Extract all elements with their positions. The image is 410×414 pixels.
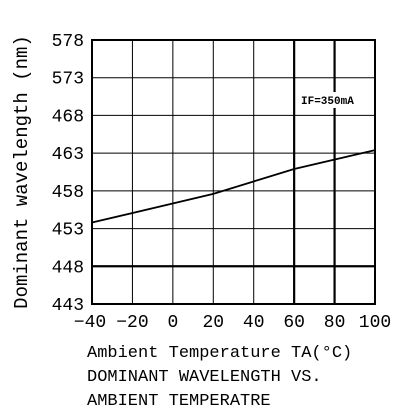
x-tick-label: 60	[283, 313, 305, 333]
x-tick-label: 80	[324, 313, 346, 333]
x-tick-label: 0	[167, 313, 178, 333]
chart-caption-line-1: DOMINANT WAVELENGTH VS.	[87, 368, 322, 387]
grid-lines	[92, 40, 375, 304]
y-tick-label: 453	[52, 221, 84, 241]
y-tick-labels: 443 448 453 458 463 468 573 578	[52, 32, 84, 316]
y-tick-label: 573	[52, 70, 84, 90]
annotation-layer: IF=350mA	[299, 92, 371, 108]
annotation-background	[299, 92, 371, 108]
y-tick-label: 468	[52, 107, 84, 127]
y-axis-label: Dominant wavelength (nm)	[11, 35, 33, 309]
x-tick-label: 100	[359, 313, 391, 333]
x-tick-label: −20	[116, 313, 148, 333]
y-tick-label: 578	[52, 32, 84, 52]
series-line	[91, 149, 376, 224]
x-tick-label: 40	[243, 313, 265, 333]
plot-area-frame	[91, 39, 376, 305]
series-layer	[91, 149, 376, 224]
y-tick-label: 458	[52, 183, 84, 203]
x-tick-label: −40	[74, 313, 106, 333]
y-tick-label: 463	[52, 145, 84, 165]
chart-caption-line-2: AMBIENT TEMPERATRE	[87, 392, 271, 411]
x-axis-label: Ambient Temperature TA(°C)	[87, 344, 353, 363]
y-tick-label: 448	[52, 258, 84, 278]
annotation-if-label: IF=350mA	[301, 96, 354, 108]
x-tick-label: 20	[202, 313, 224, 333]
y-tick-label: 443	[52, 296, 84, 316]
x-tick-labels: −40 −20 0 20 40 60 80 100	[74, 313, 391, 333]
